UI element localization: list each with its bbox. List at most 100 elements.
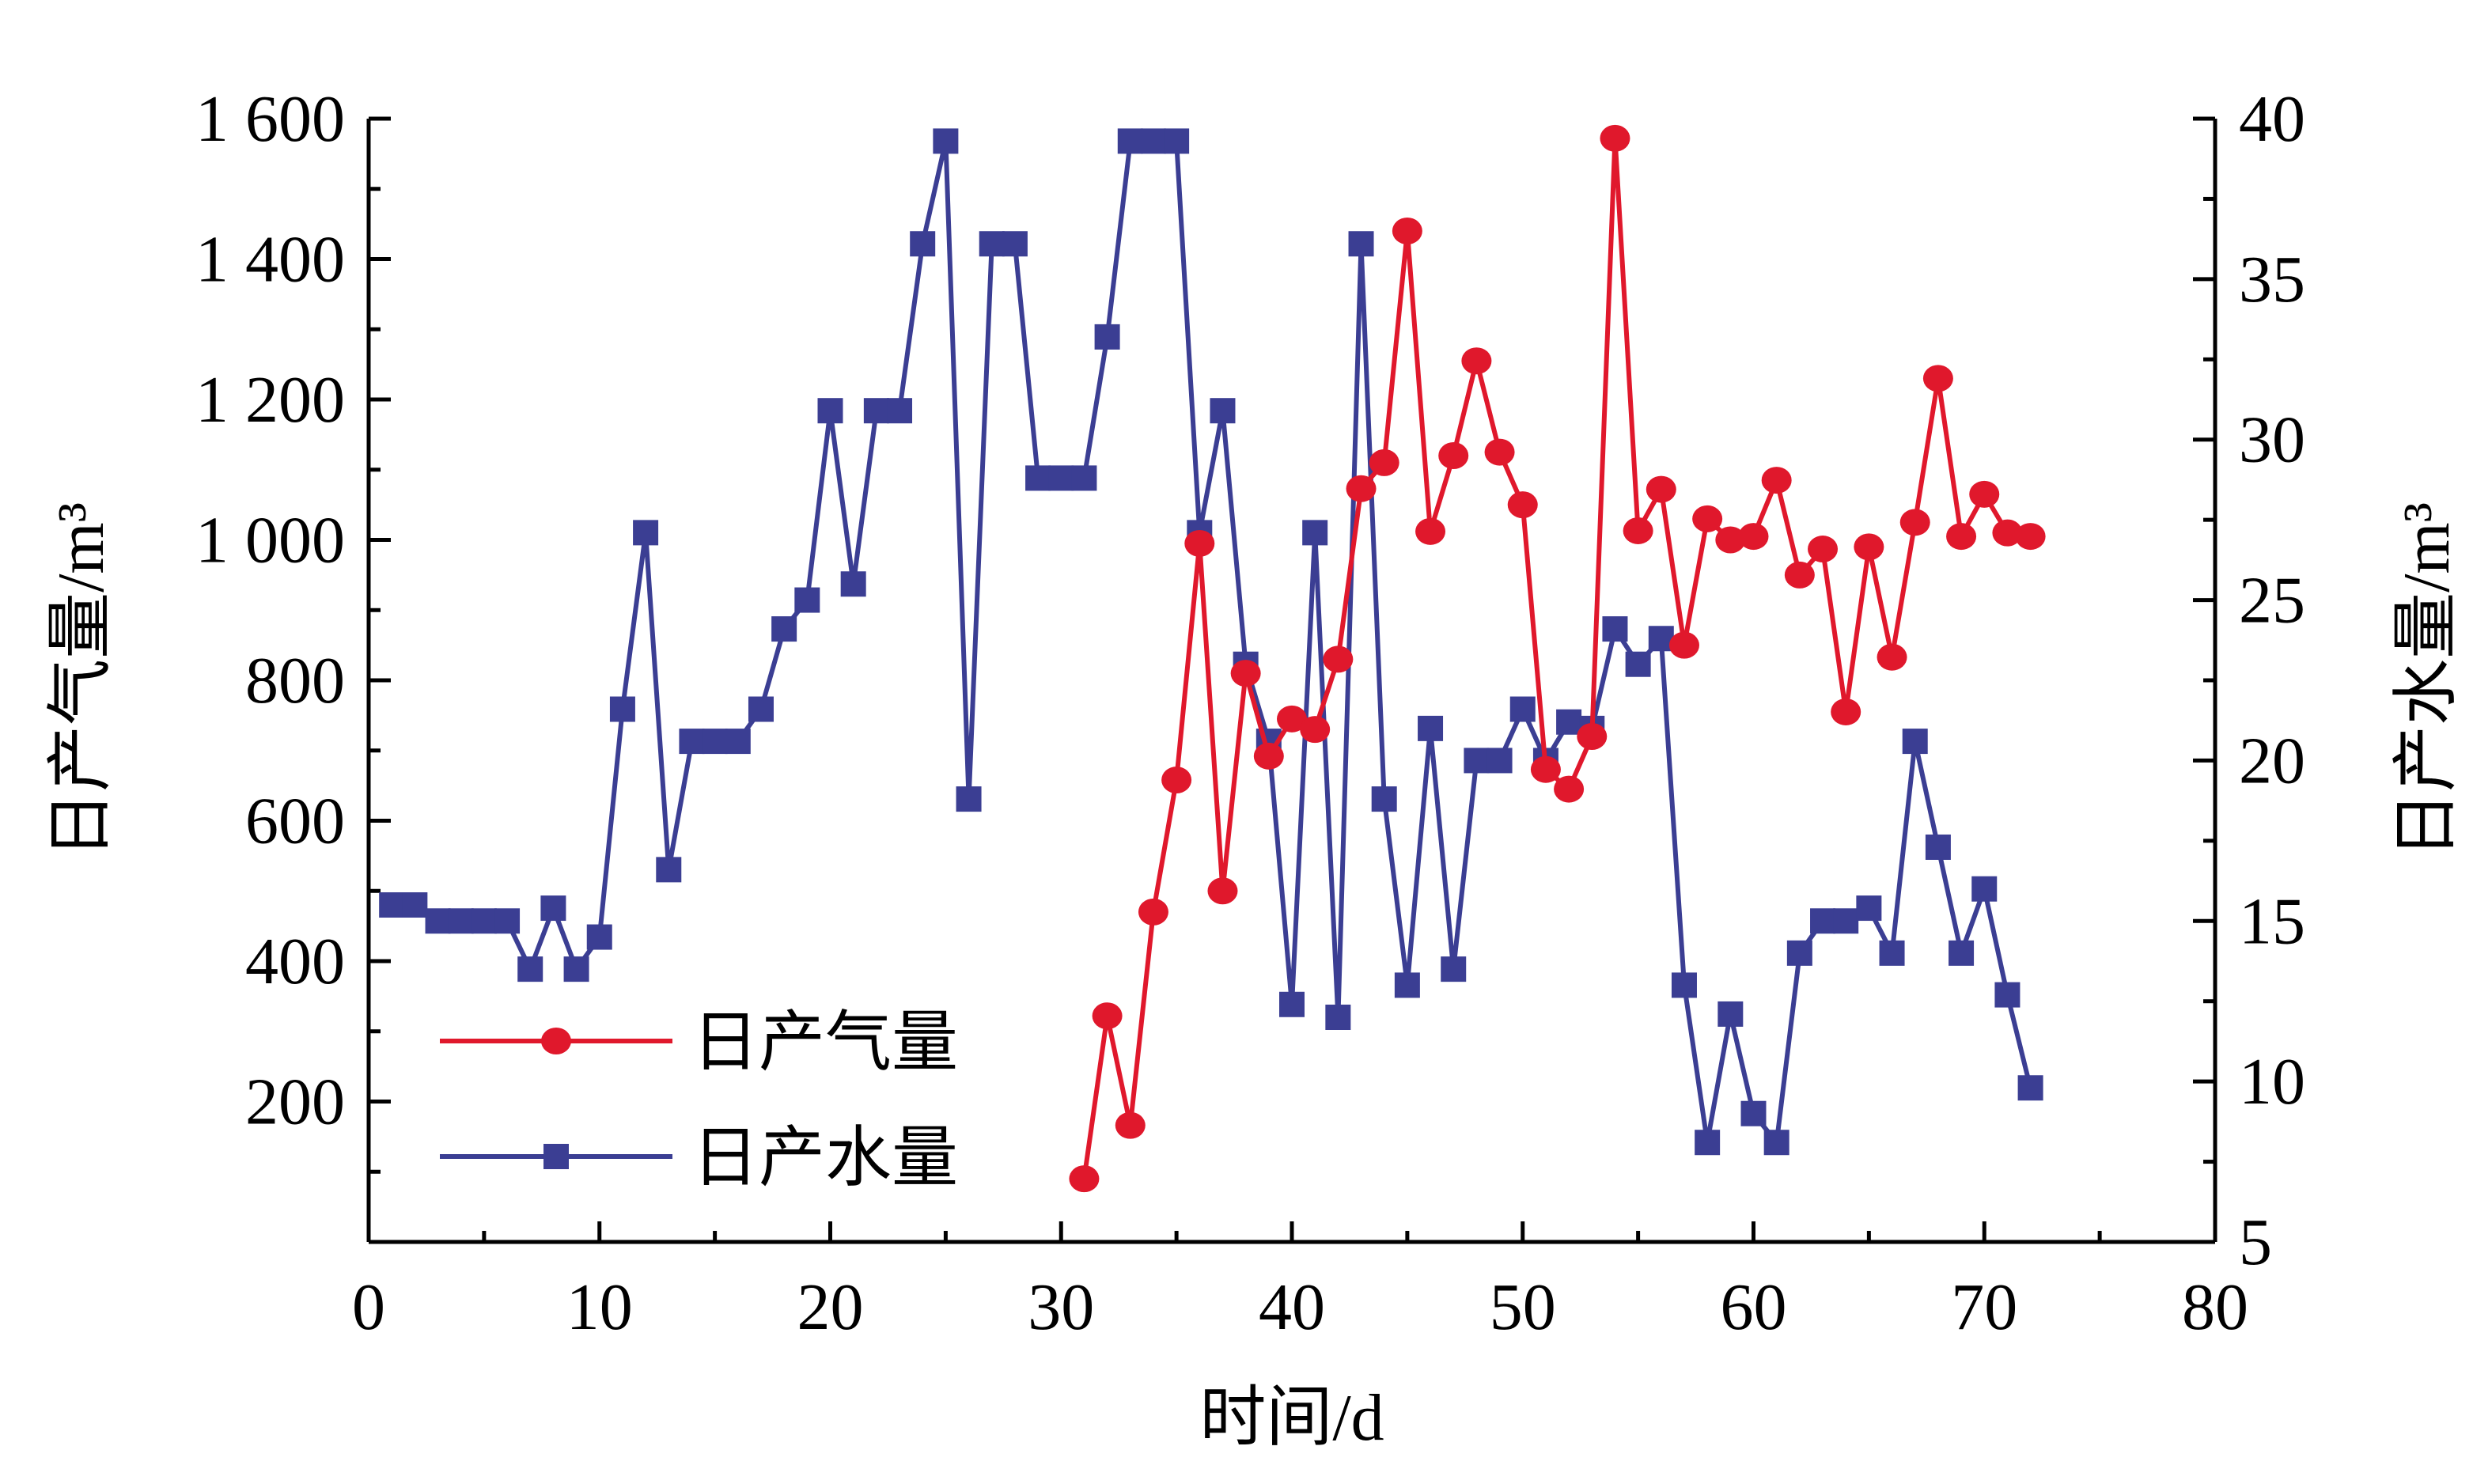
axes: 0 10 20 30 40 50 60 70 80 200 400 600 800 1 000 1 200 1… — [44, 82, 2464, 1455]
legend-gas-label: 日产气量 — [692, 1006, 958, 1080]
water-data-point — [494, 908, 521, 934]
y-left-tick-label: 200 — [245, 1066, 345, 1139]
x-tick-label: 60 — [1721, 1270, 1787, 1344]
water-data-point — [1302, 520, 1328, 546]
gas-data-point — [1438, 442, 1469, 469]
gas-data-point — [1323, 645, 1354, 673]
water-data-point — [1048, 465, 1074, 491]
water-data-point — [1763, 1130, 1789, 1156]
water-data-point — [1786, 940, 1812, 966]
gas-data-point — [1138, 898, 1168, 926]
y-right-tick-label: 25 — [2239, 564, 2305, 638]
water-data-point — [540, 895, 566, 922]
water-data-point — [471, 908, 497, 934]
gas-data-point — [1877, 643, 1907, 671]
gas-data-point — [1808, 536, 1839, 563]
gas-data-point — [1831, 698, 1861, 725]
gas-data-point — [1184, 529, 1215, 557]
water-data-point — [1486, 748, 1513, 774]
water-data-point — [1210, 398, 1236, 424]
series-layer — [379, 124, 2046, 1193]
gas-data-point — [1507, 491, 1538, 519]
water-data-point — [448, 908, 474, 934]
water-data-point — [1002, 231, 1028, 257]
gas-data-point — [1369, 449, 1399, 476]
x-tick-label: 80 — [2182, 1270, 2248, 1344]
water-data-point — [379, 892, 405, 918]
water-data-point — [1394, 972, 1420, 998]
gas-data-point — [1922, 365, 1953, 392]
gas-data-point — [1346, 475, 1377, 502]
water-data-point — [2017, 1075, 2043, 1101]
water-data-point — [1140, 128, 1166, 154]
x-tick-label: 50 — [1490, 1270, 1556, 1344]
water-data-point — [1164, 128, 1190, 154]
water-data-point — [1464, 748, 1490, 774]
y-left-tick-label: 1 000 — [195, 504, 345, 577]
gas-data-point — [1969, 480, 2000, 508]
water-data-point — [656, 857, 682, 883]
gas-data-point — [1992, 519, 2023, 547]
water-data-point — [887, 398, 913, 424]
water-data-point — [933, 128, 959, 154]
y-left-tick-label: 800 — [245, 644, 345, 717]
water-data-point — [1879, 940, 1905, 966]
gas-data-point — [1668, 631, 1699, 659]
water-data-point — [702, 729, 728, 755]
water-data-point — [679, 729, 705, 755]
water-data-point — [1117, 128, 1143, 154]
gas-data-point — [1577, 723, 1608, 750]
water-data-point — [1071, 465, 1097, 491]
y-right-tick-label: 5 — [2239, 1206, 2272, 1279]
water-data-point — [979, 231, 1005, 257]
x-tick-label: 70 — [1951, 1270, 2017, 1344]
y-left-tick-label: 1 600 — [195, 82, 345, 156]
gas-series — [1069, 124, 2046, 1193]
water-data-point — [771, 616, 797, 642]
gas-data-point — [1623, 517, 1653, 544]
water-data-point — [1094, 324, 1120, 350]
water-data-point — [1856, 895, 1882, 922]
legend-water-marker — [543, 1144, 569, 1169]
gas-data-point — [1854, 533, 1884, 561]
water-data-point — [563, 956, 589, 982]
water-data-point — [517, 956, 543, 982]
water-data-point — [1971, 876, 1998, 902]
gas-data-point — [1484, 438, 1515, 466]
water-data-point — [1556, 709, 1582, 735]
water-data-point — [1833, 908, 1859, 934]
y-right-tick-label: 35 — [2239, 243, 2305, 316]
legend: 日产气量 日产水量 — [440, 1006, 958, 1195]
x-tick-label: 0 — [352, 1270, 385, 1344]
water-data-point — [794, 587, 820, 613]
water-data-point — [1441, 956, 1467, 982]
water-data-point — [1810, 908, 1836, 934]
water-data-point — [1371, 786, 1397, 812]
gas-data-point — [1899, 509, 1930, 536]
water-data-point — [817, 398, 843, 424]
water-data-point — [1509, 696, 1536, 722]
y-right-tick-label: 10 — [2239, 1045, 2305, 1119]
y-right-tick-label: 30 — [2239, 403, 2305, 477]
y-left-tick-label: 600 — [245, 785, 345, 858]
x-tick-label: 10 — [566, 1270, 633, 1344]
gas-data-point — [1300, 716, 1331, 744]
water-data-point — [910, 231, 936, 257]
gas-data-point — [1784, 561, 1815, 589]
legend-water-label: 日产水量 — [692, 1122, 958, 1195]
water-data-point — [725, 729, 751, 755]
y-left-tick-label: 400 — [245, 925, 345, 998]
water-data-point — [1325, 1005, 1351, 1030]
gas-data-point — [1392, 218, 1422, 244]
gas-data-point — [1277, 705, 1307, 733]
x-tick-label: 40 — [1259, 1270, 1325, 1344]
gas-data-point — [1600, 124, 1630, 152]
gas-data-point — [1069, 1165, 1100, 1193]
x-axis-title: 时间/d — [1199, 1381, 1384, 1455]
water-data-point — [1740, 1100, 1767, 1126]
gas-series-line — [1081, 135, 2032, 1179]
water-data-point — [1902, 729, 1928, 755]
water-data-point — [1279, 991, 1305, 1017]
